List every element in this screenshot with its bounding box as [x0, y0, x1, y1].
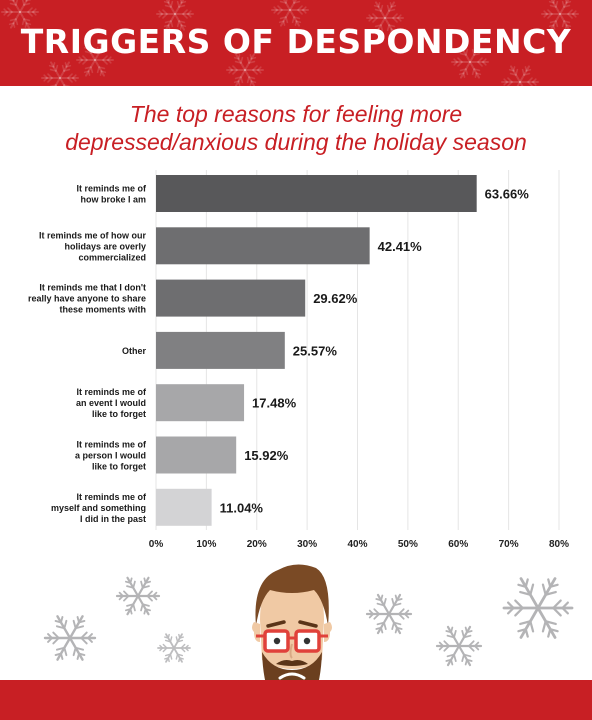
category-label-line: an event I would	[76, 398, 146, 408]
category-label: It reminds me of how broke I am	[76, 184, 147, 205]
category-label-line: like to forget	[92, 409, 146, 419]
x-tick-label: 70%	[499, 539, 519, 550]
category-label-line: It reminds me of	[76, 184, 147, 194]
category-label-line: It reminds me of	[76, 492, 147, 502]
snowflake-pattern-icon	[1, 0, 579, 86]
snowflake-icon	[157, 633, 191, 663]
category-label: It reminds me of myself and something I di…	[51, 492, 147, 524]
bar-value-label: 25.57%	[293, 343, 338, 358]
x-tick-label: 10%	[196, 539, 216, 550]
category-label-line: It reminds me that I don't	[39, 283, 146, 293]
x-tick-label: 40%	[347, 539, 367, 550]
bar-value-label: 11.04%	[220, 500, 264, 515]
subtitle-line-2: depressed/anxious during the holiday sea…	[65, 129, 527, 155]
snowflake-icon	[435, 625, 483, 667]
snowflake-icon	[541, 0, 579, 31]
category-label: Other	[122, 346, 147, 356]
category-label-line: really have anyone to share	[28, 294, 146, 304]
bar	[156, 384, 245, 422]
x-tick-label: 20%	[247, 539, 267, 550]
category-label: It reminds me of an event I would like to …	[76, 387, 147, 419]
category-label-line: commercialized	[78, 252, 146, 262]
bar	[156, 227, 370, 265]
chart-subtitle: The top reasons for feeling more depress…	[20, 100, 572, 156]
category-label: It reminds me of a person I would like to …	[75, 440, 147, 472]
header-banner: TRIGGERS OF DESPONDENCY	[0, 0, 592, 86]
bar	[156, 331, 285, 369]
category-label-line: myself and something	[51, 503, 146, 513]
snowflake-icon	[501, 65, 539, 86]
category-label-line: holidays are overly	[64, 241, 146, 251]
subtitle-line-1: The top reasons for feeling more	[129, 101, 463, 127]
snowflake-icon	[41, 61, 79, 86]
category-label: It reminds me that I don't really have an…	[28, 283, 146, 315]
snowflake-icon	[502, 577, 574, 639]
category-label-line: It reminds me of	[76, 440, 147, 450]
bar-value-label: 17.48%	[252, 396, 297, 411]
snowflake-icon	[271, 0, 309, 27]
snowflake-icon	[76, 43, 114, 77]
bar-value-label: 29.62%	[313, 291, 358, 306]
category-label-line: these moments with	[59, 305, 146, 315]
snowflake-icon	[1, 0, 39, 29]
footer-bar	[0, 680, 592, 720]
page-title: TRIGGERS OF DESPONDENCY	[20, 22, 572, 61]
snowflakes-decoration-icon	[43, 576, 574, 667]
bar-value-label: 15.92%	[244, 448, 289, 463]
bar-value-label: 63.66%	[485, 187, 530, 202]
snowflake-icon	[115, 576, 161, 616]
x-tick-label: 0%	[149, 539, 164, 550]
bar	[156, 175, 477, 212]
category-label-line: like to forget	[92, 462, 146, 472]
bar	[156, 279, 306, 317]
bar-value-label: 42.41%	[378, 239, 423, 254]
snowflake-icon	[43, 615, 97, 661]
bar	[156, 488, 212, 526]
snowflake-icon	[365, 593, 413, 635]
x-tick-label: 60%	[448, 539, 468, 550]
x-tick-label: 50%	[398, 539, 418, 550]
x-tick-label: 80%	[549, 539, 569, 550]
bar	[156, 436, 237, 474]
category-label-line: It reminds me of	[76, 387, 147, 397]
bar-chart: 0% 10% 20% 30% 40% 50% 60% 70% 80% 63.66% It remin…	[28, 170, 569, 550]
snowflake-icon	[156, 0, 194, 31]
category-label-line: Other	[122, 346, 147, 356]
category-label: It reminds me of how our holidays are ove…	[39, 230, 147, 262]
x-tick-label: 30%	[297, 539, 317, 550]
snowflake-icon	[226, 53, 264, 86]
category-label-line: I did in the past	[80, 514, 146, 524]
snowflake-icon	[451, 45, 489, 79]
snowflake-icon	[366, 1, 404, 35]
category-label-line: It reminds me of how our	[39, 230, 147, 240]
category-label-line: how broke I am	[80, 195, 146, 205]
category-label-line: a person I would	[75, 451, 146, 461]
